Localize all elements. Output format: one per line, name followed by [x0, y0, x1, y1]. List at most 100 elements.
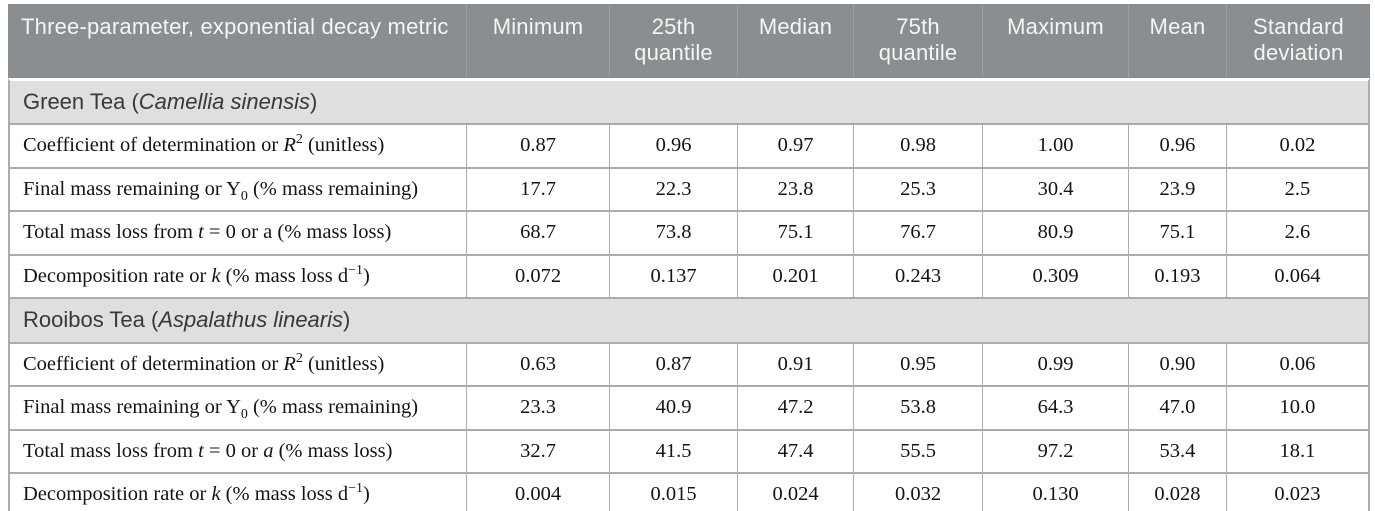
value-cell: 0.130 — [983, 474, 1130, 511]
value-cell: 0.193 — [1129, 255, 1227, 300]
value-cell: 0.87 — [610, 343, 739, 388]
value-cell: 75.1 — [738, 212, 855, 256]
value-cell: 47.0 — [1129, 387, 1227, 431]
value-cell: 30.4 — [983, 168, 1130, 213]
value-cell: 1.00 — [983, 125, 1130, 169]
text-segment: 0 — [240, 407, 248, 423]
metric-cell: Total mass loss from t = 0 or a (% mass … — [8, 212, 467, 256]
value-cell: 47.2 — [738, 387, 855, 431]
text-segment: = 0 or — [203, 439, 264, 462]
text-segment: k — [211, 483, 221, 506]
text-segment: ) — [343, 307, 351, 333]
header-row: Three-parameter, exponential decay metri… — [8, 4, 1370, 78]
metric-cell: Final mass remaining or Y0 (% mass remai… — [8, 387, 467, 431]
header-minimum: Minimum — [467, 4, 610, 78]
table-row: Final mass remaining or Y0 (% mass remai… — [8, 387, 1370, 431]
value-cell: 17.7 — [467, 168, 610, 213]
table-row: Coefficient of determination or R2 (unit… — [8, 125, 1370, 169]
value-cell: 68.7 — [467, 212, 610, 256]
value-cell: 0.243 — [854, 255, 984, 300]
section-row-rooibos-tea: Rooibos Tea (Aspalathus linearis) — [8, 299, 1370, 344]
decay-metrics-table: Three-parameter, exponential decay metri… — [8, 4, 1370, 511]
header-25th-quantile: 25th quantile — [610, 4, 739, 78]
value-cell: 0.072 — [467, 255, 610, 300]
value-cell: 0.63 — [467, 343, 610, 388]
table-row: Total mass loss from t = 0 or a (% mass … — [8, 212, 1370, 256]
table-row: Final mass remaining or Y0 (% mass remai… — [8, 168, 1370, 213]
value-cell: 64.3 — [983, 387, 1130, 431]
text-segment: Camellia sinensis — [138, 88, 310, 114]
value-cell: 0.96 — [610, 125, 739, 169]
text-segment: (unitless) — [302, 352, 385, 375]
value-cell: 73.8 — [610, 212, 739, 256]
text-segment: t — [198, 439, 204, 462]
value-cell: 0.201 — [738, 255, 855, 300]
text-segment: (% mass remaining) — [247, 396, 419, 419]
text-segment: R — [283, 134, 296, 157]
value-cell: 0.87 — [467, 125, 610, 169]
value-cell: 0.015 — [610, 474, 739, 511]
section-row-green-tea: Green Tea (Camellia sinensis) — [8, 77, 1370, 126]
value-cell: 0.309 — [983, 255, 1130, 300]
text-segment: k — [211, 264, 221, 287]
text-segment: (% mass loss d — [220, 264, 349, 287]
text-segment: 0 — [240, 188, 248, 204]
table-body: Green Tea (Camellia sinensis) Coefficient… — [8, 77, 1370, 511]
table-row: Total mass loss from t = 0 or a (% mass … — [8, 430, 1370, 475]
text-segment: 2 — [295, 132, 303, 148]
text-segment: ) — [362, 264, 370, 287]
value-cell: 97.2 — [983, 430, 1130, 475]
text-segment: Green Tea ( — [23, 88, 139, 114]
value-cell: 75.1 — [1129, 212, 1227, 256]
text-segment: t — [198, 221, 204, 244]
header-metric: Three-parameter, exponential decay metri… — [8, 4, 467, 78]
value-cell: 0.02 — [1226, 125, 1370, 169]
text-segment: 2 — [295, 350, 303, 366]
text-segment: Final mass remaining or Y — [23, 177, 241, 200]
metric-cell: Coefficient of determination or R2 (unit… — [8, 125, 467, 169]
table-row: Decomposition rate or k (% mass loss d−1… — [8, 474, 1370, 511]
section-title-green-tea: Green Tea (Camellia sinensis) — [8, 77, 1370, 126]
text-segment: Total mass loss from — [23, 439, 199, 462]
value-cell: 41.5 — [610, 430, 739, 475]
text-segment: (% mass remaining) — [247, 177, 419, 200]
text-segment: (% mass loss d — [220, 483, 349, 506]
value-cell: 23.3 — [467, 387, 610, 431]
value-cell: 25.3 — [854, 168, 984, 213]
value-cell: 23.9 — [1129, 168, 1227, 213]
header-75th-quantile: 75th quantile — [854, 4, 984, 78]
value-cell: 76.7 — [854, 212, 984, 256]
metric-cell: Coefficient of determination or R2 (unit… — [8, 343, 467, 388]
value-cell: 80.9 — [983, 212, 1130, 256]
text-segment: Total mass loss from — [23, 221, 199, 244]
value-cell: 47.4 — [738, 430, 855, 475]
table-header: Three-parameter, exponential decay metri… — [8, 4, 1370, 78]
text-segment: ) — [362, 483, 370, 506]
value-cell: 0.91 — [738, 343, 855, 388]
header-maximum: Maximum — [983, 4, 1130, 78]
value-cell: 23.8 — [738, 168, 855, 213]
value-cell: 2.6 — [1226, 212, 1370, 256]
text-segment: Rooibos Tea ( — [23, 307, 159, 333]
value-cell: 0.90 — [1129, 343, 1227, 388]
value-cell: 0.98 — [854, 125, 984, 169]
text-segment: R — [283, 352, 296, 375]
value-cell: 2.5 — [1226, 168, 1370, 213]
value-cell: 0.004 — [467, 474, 610, 511]
text-segment: (% mass loss) — [273, 439, 393, 462]
value-cell: 0.023 — [1226, 474, 1370, 511]
value-cell: 22.3 — [610, 168, 739, 213]
metric-cell: Decomposition rate or k (% mass loss d−1… — [8, 255, 467, 300]
metric-cell: Total mass loss from t = 0 or a (% mass … — [8, 430, 467, 475]
value-cell: 0.95 — [854, 343, 984, 388]
value-cell: 0.137 — [610, 255, 739, 300]
text-segment: Coefficient of determination or — [23, 134, 284, 157]
text-segment: −1 — [348, 481, 363, 497]
text-segment: = 0 or a (% mass loss) — [203, 221, 392, 244]
header-median: Median — [738, 4, 855, 78]
text-segment: −1 — [348, 262, 363, 278]
text-segment: (unitless) — [302, 134, 385, 157]
value-cell: 0.06 — [1226, 343, 1370, 388]
header-standard-deviation: Standard deviation — [1226, 4, 1370, 78]
